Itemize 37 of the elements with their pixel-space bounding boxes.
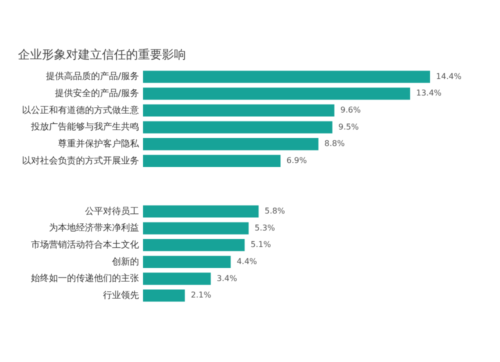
- data-label: 13.4%: [416, 88, 442, 98]
- data-label: 2.1%: [190, 290, 212, 300]
- data-label: 5.3%: [254, 223, 276, 232]
- bar: [143, 88, 410, 100]
- data-label: 3.4%: [216, 274, 238, 283]
- y-tick-label: 市场营销活动符合本土文化: [31, 239, 139, 250]
- bar: [143, 205, 259, 218]
- y-tick-label: 始终如一的传递他们的主张: [31, 273, 139, 284]
- data-label: 4.4%: [236, 257, 258, 266]
- data-label: 6.9%: [286, 156, 308, 166]
- bar: [143, 272, 211, 285]
- chart-title: 企业形象对建立信任的重要影响: [18, 47, 186, 62]
- bar: [143, 290, 185, 302]
- y-tick-label: 为本地经济带来净利益: [49, 222, 139, 234]
- bar: [143, 104, 334, 117]
- bar: [143, 154, 281, 168]
- data-label: 5.8%: [264, 206, 286, 216]
- bar: [143, 239, 245, 252]
- data-label: 9.5%: [338, 122, 360, 132]
- y-tick-label: 以对社会负责的方式开展业务: [22, 155, 139, 166]
- data-label: 9.6%: [340, 106, 362, 115]
- data-label: 8.8%: [324, 139, 346, 148]
- y-tick-label: 公平对待员工: [85, 206, 139, 217]
- y-tick-label: 创新的: [112, 256, 139, 268]
- y-tick-label: 提供高品质的产品/服务: [46, 71, 139, 82]
- y-tick-label: 以公正和有道德的方式做生意: [22, 104, 139, 116]
- data-label: 5.1%: [250, 240, 272, 250]
- bar: [143, 70, 430, 83]
- data-label: 14.4%: [436, 72, 462, 81]
- y-tick-label: 尊重并保护客户隐私: [58, 138, 140, 150]
- y-tick-label: 投放广告能够与我产生共鸣: [30, 122, 139, 133]
- y-tick-label: 行业领先: [103, 290, 139, 301]
- bar: [143, 222, 249, 234]
- bar: [143, 138, 318, 150]
- y-tick-label: 提供安全的产品/服务: [54, 88, 139, 99]
- bar: [143, 121, 332, 134]
- bar: [143, 256, 231, 268]
